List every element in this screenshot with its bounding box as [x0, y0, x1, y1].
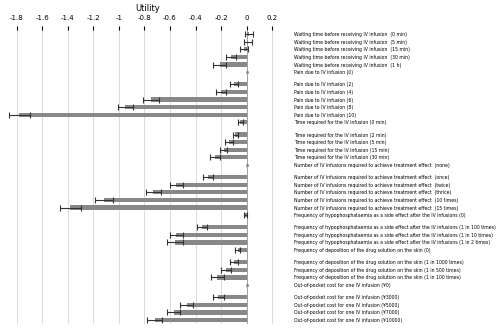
- Bar: [226, 268, 246, 272]
- Bar: [238, 248, 246, 252]
- Bar: [126, 105, 246, 109]
- Bar: [214, 155, 246, 159]
- Bar: [234, 82, 246, 87]
- Bar: [70, 205, 246, 210]
- Bar: [240, 120, 246, 124]
- Bar: [154, 190, 246, 195]
- Bar: [235, 133, 246, 136]
- Bar: [176, 183, 246, 187]
- X-axis label: Utility: Utility: [136, 4, 160, 13]
- Bar: [221, 90, 246, 94]
- Bar: [224, 148, 246, 152]
- Bar: [208, 175, 246, 179]
- Bar: [186, 303, 246, 307]
- Bar: [104, 198, 247, 202]
- Bar: [217, 276, 246, 279]
- Bar: [244, 47, 246, 51]
- Bar: [175, 240, 246, 245]
- Bar: [174, 310, 246, 315]
- Bar: [202, 225, 246, 229]
- Bar: [228, 140, 246, 144]
- Bar: [218, 295, 246, 299]
- Bar: [20, 113, 246, 117]
- Bar: [231, 55, 246, 59]
- Bar: [246, 40, 248, 44]
- Bar: [151, 97, 246, 102]
- Bar: [176, 233, 246, 237]
- Bar: [220, 62, 246, 67]
- Bar: [246, 32, 249, 36]
- Bar: [234, 260, 246, 264]
- Bar: [154, 318, 246, 322]
